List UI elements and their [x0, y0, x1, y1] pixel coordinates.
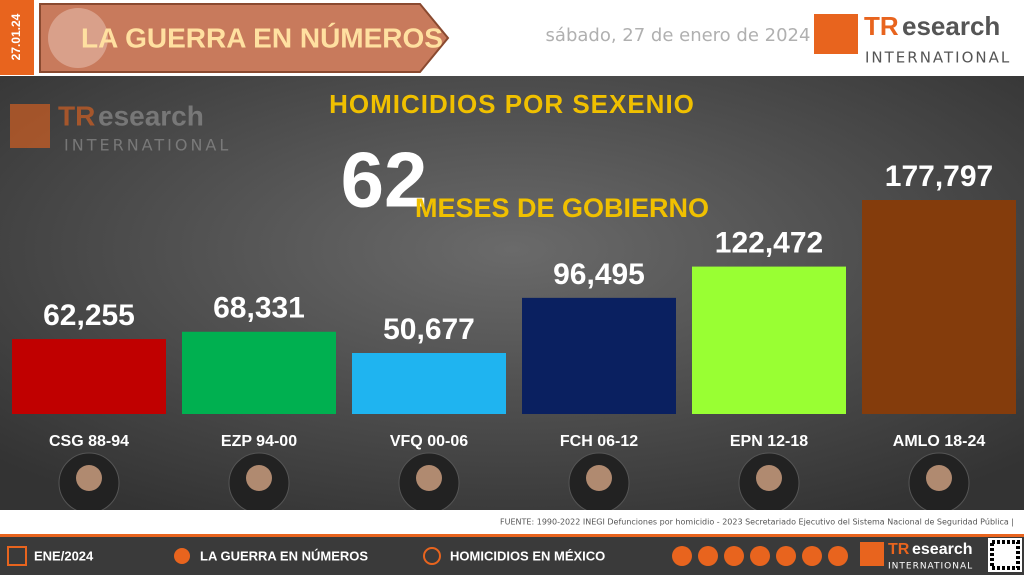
portrait-face — [246, 465, 272, 491]
facebook-icon[interactable] — [776, 546, 796, 566]
social-icons — [672, 546, 848, 566]
value-label: 96,495 — [553, 258, 645, 291]
bar — [352, 353, 506, 414]
value-label: 68,331 — [213, 292, 305, 325]
linkedin-icon[interactable] — [802, 546, 822, 566]
watermark-tr: TR — [58, 100, 95, 131]
logo-tr: TR — [864, 11, 899, 41]
twitter-icon[interactable] — [750, 546, 770, 566]
banner — [39, 3, 450, 73]
portrait-face — [416, 465, 442, 491]
logo-icon — [814, 14, 858, 54]
category-label: VFQ 00-06 — [390, 433, 468, 450]
logo-international: INTERNATIONAL — [865, 49, 1011, 67]
value-label: 122,472 — [715, 227, 823, 260]
value-label: 50,677 — [383, 313, 475, 346]
footer-topic: HOMICIDIOS EN MÉXICO — [450, 548, 605, 563]
bar — [692, 266, 846, 414]
bars: 62,255 CSG 88-94 68,331 EZP 94-00 50,677 VFQ … — [12, 160, 1016, 514]
footer-period: ENE/2024 — [34, 548, 94, 563]
qr-pattern — [990, 540, 1020, 570]
bar — [12, 339, 166, 414]
bar — [522, 297, 676, 414]
chat-icon — [423, 547, 441, 565]
category-label: FCH 06-12 — [560, 433, 638, 450]
banner-title: LA GUERRA EN NÚMEROS — [81, 22, 443, 53]
date-strip — [0, 0, 34, 75]
footer-logo-icon — [860, 542, 884, 566]
chart-title: HOMICIDIOS POR SEXENIO — [329, 89, 695, 119]
value-label: 62,255 — [43, 299, 135, 332]
footer-line — [0, 534, 1024, 537]
category-label: CSG 88-94 — [49, 433, 129, 450]
portrait-face — [76, 465, 102, 491]
watermark-research: esearch — [98, 100, 204, 131]
category-label: EZP 94-00 — [221, 433, 297, 450]
value-label: 177,797 — [885, 160, 993, 193]
source: FUENTE: 1990-2022 INEGI Defunciones por … — [500, 518, 1014, 527]
youtube-icon[interactable] — [828, 546, 848, 566]
header-date: sábado, 27 de enero de 2024 — [546, 25, 811, 46]
footer-logo-research: esearch — [912, 541, 973, 558]
mail-icon[interactable] — [724, 546, 744, 566]
logo-research: esearch — [902, 11, 1000, 41]
footer-logo-international: INTERNATIONAL — [888, 562, 973, 572]
chart-bg — [0, 76, 1024, 510]
watermark-icon — [10, 104, 50, 148]
category-label: AMLO 18-24 — [893, 433, 986, 450]
vertical-date: 27.01.24 — [9, 13, 23, 60]
map-icon — [174, 548, 190, 564]
watermark-international: INTERNATIONAL — [64, 136, 231, 155]
portrait-face — [756, 465, 782, 491]
web-icon[interactable] — [672, 546, 692, 566]
source-bg — [0, 510, 1024, 534]
phone-icon[interactable] — [698, 546, 718, 566]
bar — [182, 331, 336, 414]
banner-emblem — [48, 8, 108, 68]
calendar-icon — [7, 546, 27, 566]
footer-logo-tr: TR — [888, 541, 910, 558]
portrait-face — [586, 465, 612, 491]
bar — [862, 200, 1016, 414]
category-label: EPN 12-18 — [730, 433, 808, 450]
months-number: 62 — [341, 136, 428, 224]
months-label: MESES DE GOBIERNO — [415, 193, 709, 223]
portrait-face — [926, 465, 952, 491]
footer-series: LA GUERRA EN NÚMEROS — [200, 548, 368, 563]
footer-bg — [0, 534, 1024, 575]
